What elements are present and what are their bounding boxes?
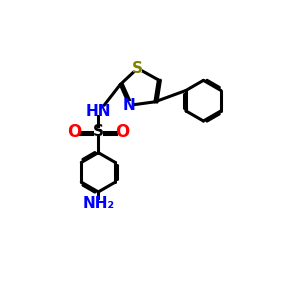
Text: NH₂: NH₂	[82, 196, 114, 211]
Text: O: O	[67, 123, 81, 141]
Text: S: S	[132, 61, 143, 76]
FancyBboxPatch shape	[89, 200, 108, 208]
Text: N: N	[123, 98, 136, 113]
FancyBboxPatch shape	[70, 128, 78, 136]
Text: O: O	[116, 123, 130, 141]
FancyBboxPatch shape	[94, 128, 103, 136]
FancyBboxPatch shape	[133, 64, 142, 73]
FancyBboxPatch shape	[125, 101, 134, 110]
FancyBboxPatch shape	[118, 128, 127, 136]
FancyBboxPatch shape	[92, 107, 105, 115]
Text: HN: HN	[85, 103, 111, 118]
Text: S: S	[93, 124, 104, 140]
